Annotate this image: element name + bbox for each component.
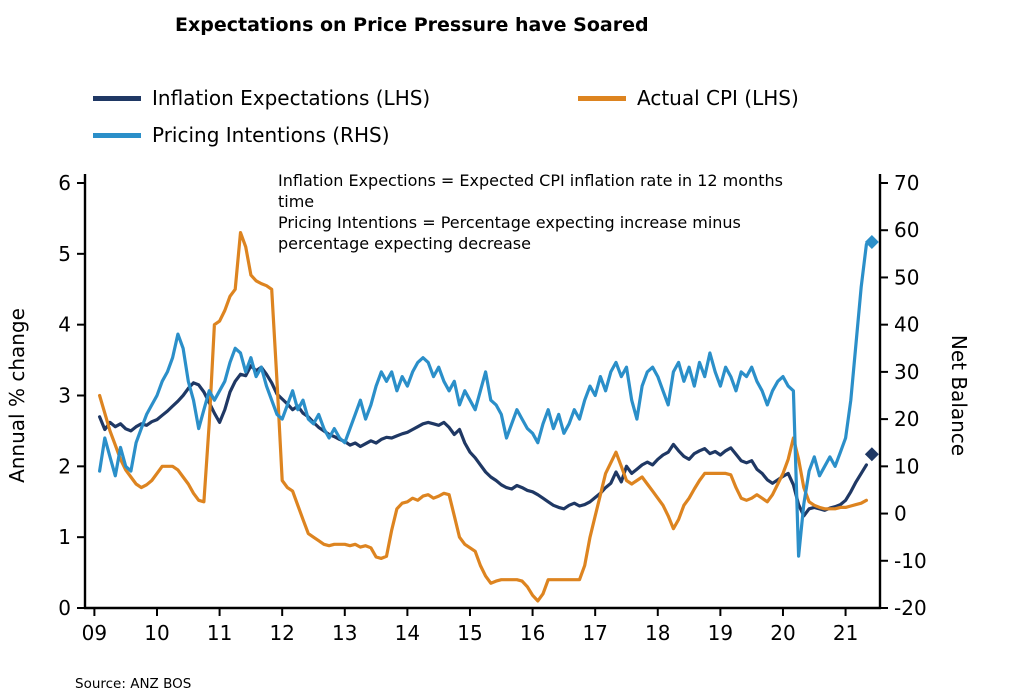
legend-item-actual-cpi: Actual CPI (LHS) <box>578 86 799 110</box>
svg-text:13: 13 <box>332 621 357 645</box>
svg-text:50: 50 <box>894 265 919 289</box>
svg-text:0: 0 <box>58 596 71 620</box>
svg-text:6: 6 <box>58 171 71 195</box>
svg-text:30: 30 <box>894 360 919 384</box>
svg-text:Annual % change: Annual % change <box>5 308 29 483</box>
svg-text:21: 21 <box>833 621 858 645</box>
svg-text:20: 20 <box>770 621 795 645</box>
svg-text:14: 14 <box>395 621 420 645</box>
svg-text:Net Balance: Net Balance <box>947 335 971 456</box>
pricing-intentions-line-swatch <box>93 132 141 138</box>
legend-item-inflation-expectations: Inflation Expectations (LHS) <box>93 86 430 110</box>
svg-text:17: 17 <box>582 621 607 645</box>
svg-text:10: 10 <box>144 621 169 645</box>
svg-text:11: 11 <box>207 621 232 645</box>
source-note: Source: ANZ BOS <box>75 676 192 692</box>
svg-text:-20: -20 <box>894 596 927 620</box>
svg-text:5: 5 <box>58 242 71 266</box>
inflation-expectations-line-swatch <box>93 95 141 101</box>
svg-text:15: 15 <box>457 621 482 645</box>
svg-text:-10: -10 <box>894 549 927 573</box>
legend-item-pricing-intentions: Pricing Intentions (RHS) <box>93 123 390 147</box>
legend-label-pricing-intentions: Pricing Intentions (RHS) <box>152 123 390 147</box>
svg-text:60: 60 <box>894 218 919 242</box>
svg-text:70: 70 <box>894 171 919 195</box>
chart-title: Expectations on Price Pressure have Soar… <box>175 14 649 36</box>
svg-text:20: 20 <box>894 407 919 431</box>
annotation-pricing-intentions-definition: Pricing Intentions = Percentage expectin… <box>278 213 741 254</box>
svg-text:10: 10 <box>894 454 919 478</box>
chart-annotation: Inflation Expections = Expected CPI infl… <box>278 170 823 254</box>
svg-text:19: 19 <box>708 621 733 645</box>
svg-text:2: 2 <box>58 454 71 478</box>
svg-text:3: 3 <box>58 384 71 408</box>
svg-text:16: 16 <box>520 621 545 645</box>
svg-text:18: 18 <box>645 621 670 645</box>
svg-text:40: 40 <box>894 313 919 337</box>
legend-label-actual-cpi: Actual CPI (LHS) <box>637 86 799 110</box>
svg-text:1: 1 <box>58 525 71 549</box>
legend-label-inflation-expectations: Inflation Expectations (LHS) <box>152 86 431 110</box>
svg-text:0: 0 <box>894 502 907 526</box>
annotation-inflation-expectations-definition: Inflation Expections = Expected CPI infl… <box>278 171 783 212</box>
actual-cpi-line-swatch <box>578 95 626 101</box>
svg-text:4: 4 <box>58 313 71 337</box>
svg-text:12: 12 <box>269 621 294 645</box>
svg-text:09: 09 <box>82 621 107 645</box>
